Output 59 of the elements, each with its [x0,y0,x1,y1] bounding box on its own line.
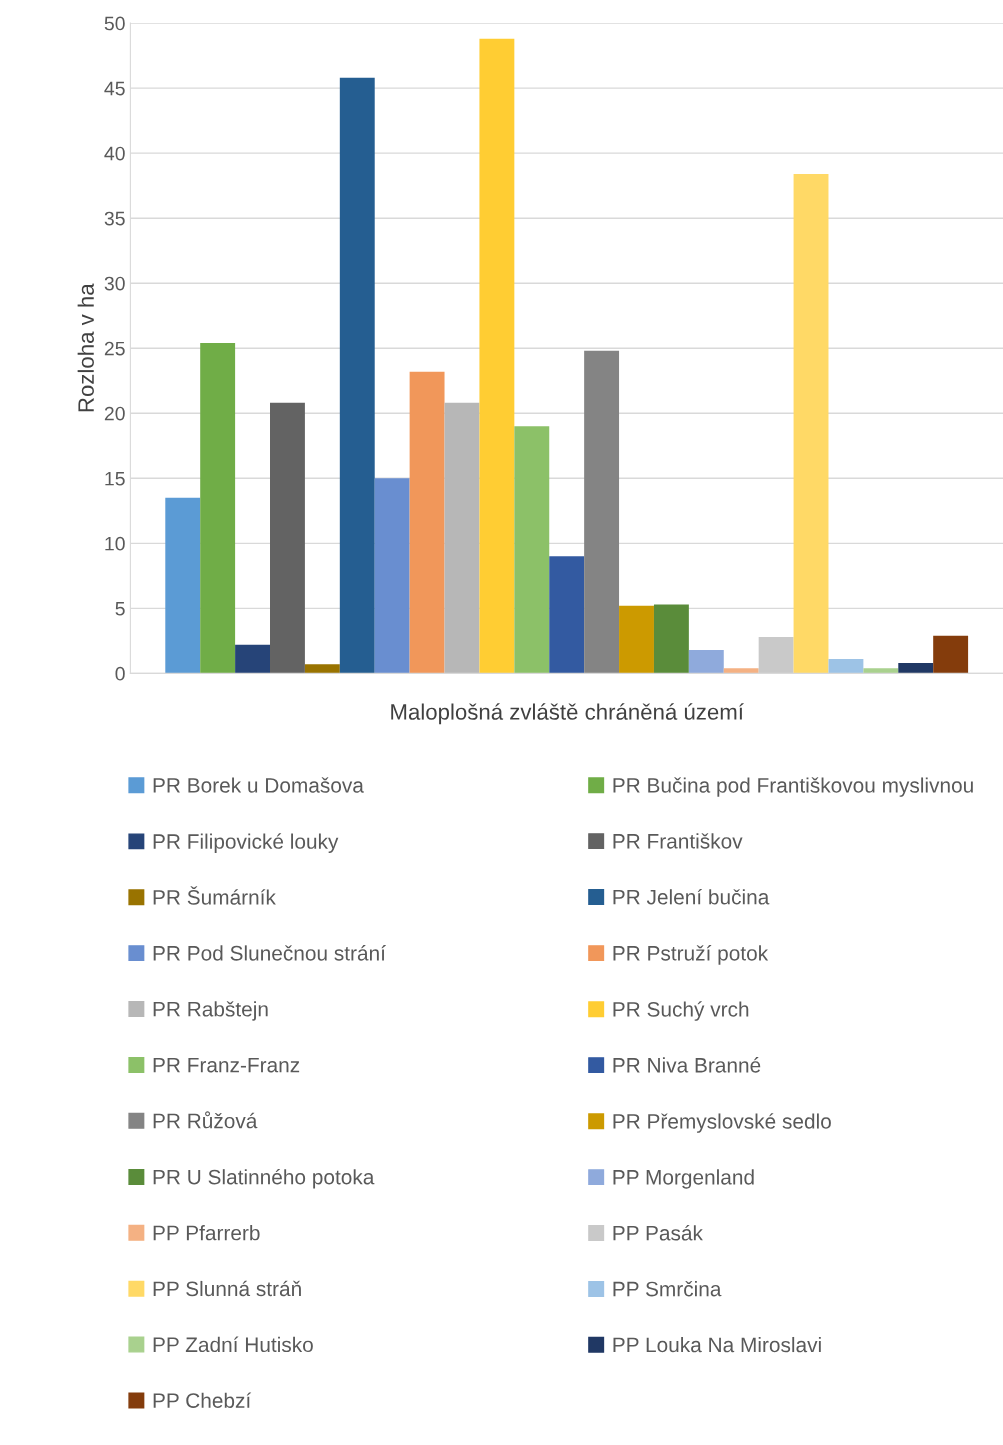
bar [758,636,794,674]
bar [444,402,480,674]
bar [549,556,585,674]
bar [270,402,305,674]
legend-label: PR Jelení bučina [613,888,770,905]
legend-label: PR U Slatinného potoka [153,1168,375,1189]
bar [863,668,899,674]
y-tick-label: 20 [104,406,125,421]
bar [304,664,340,674]
legend-label: PP Zadní Hutisko [153,1336,313,1353]
bar [374,478,410,674]
legend-label: PP Slunná stráň [153,1280,301,1297]
bar [409,371,445,674]
bar [828,659,864,674]
y-tick-label: 45 [104,81,125,96]
bar [793,173,829,674]
y-axis-title: Rozloha v ha [77,283,94,412]
y-tick-label: 5 [115,602,125,616]
bar [688,649,724,674]
bar [653,604,689,674]
y-tick-label: 15 [105,471,125,486]
y-tick-label: 35 [104,211,125,226]
legend-label: PR Šumárník [153,886,276,905]
legend-label: PP Morgenland [613,1169,754,1189]
bar [619,605,654,674]
y-tick-label: 10 [105,536,125,551]
legend-label: PR Pod Slunečnou strání [153,945,386,961]
bar [339,77,375,674]
y-tick-label: 40 [104,146,125,161]
legend-label: PR Franz-Franz [153,1057,300,1073]
legend-label: PR Filipovické louky [153,833,339,853]
y-tick-label: 25 [104,341,125,356]
bar [723,668,759,674]
y-tick-label: 0 [115,666,125,681]
bar [933,635,969,674]
legend-label: PP Chebzí [153,1392,252,1408]
legend-label: PR Bučina pod Františkovou myslivnou [613,777,973,797]
bar [898,662,934,674]
y-tick-label: 30 [104,276,125,291]
bar [200,343,236,674]
bar [235,644,271,674]
bar [165,497,201,674]
legend-label: PR Františkov [613,833,743,849]
legend-label: PP Smrčina [613,1281,722,1297]
legend-label: PR Rabštejn [153,1001,268,1021]
legend-label: PR Borek u Domašova [153,777,364,793]
x-axis-title: Maloplošná zvláště chráněná území [391,703,744,725]
legend-label: PP Pasák [613,1224,703,1241]
y-tick-label: 50 [104,16,125,31]
bar [514,426,550,674]
legend-label: PR Růžová [153,1111,258,1129]
legend-label: PR Přemyslovské sedlo [613,1113,831,1133]
legend-label: PR Pstruží potok [613,945,769,965]
legend-label: PR Niva Branné [613,1057,761,1073]
bar [584,350,620,674]
legend-label: PP Louka Na Miroslavi [613,1336,821,1353]
bar [479,38,515,674]
legend-label: PP Pfarrerb [153,1225,260,1241]
legend-label: PR Suchý vrch [613,1001,749,1021]
